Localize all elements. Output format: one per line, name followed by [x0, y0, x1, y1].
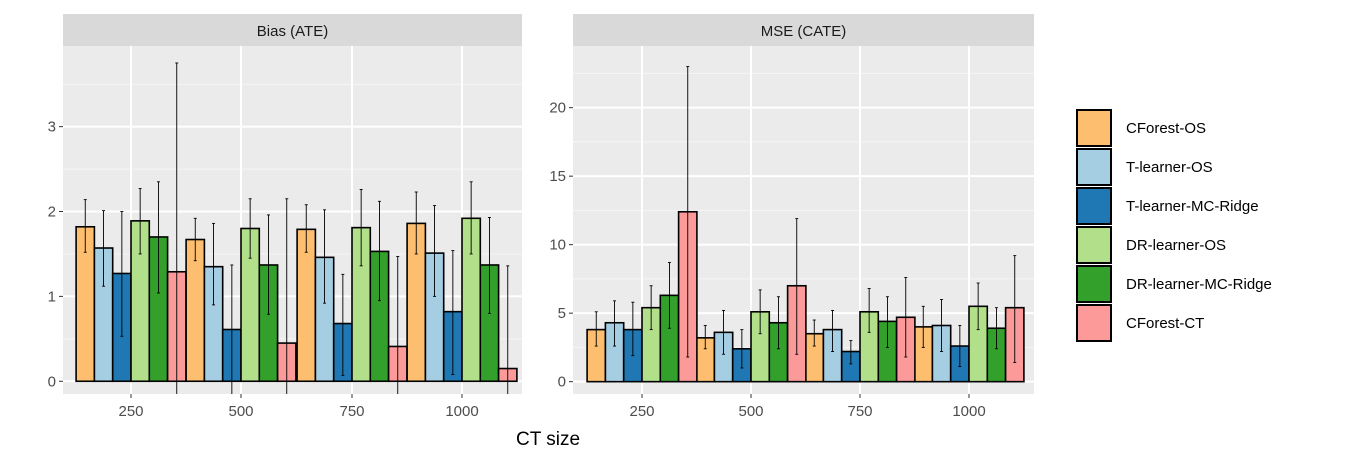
bars-bias — [75, 62, 518, 394]
x-tick-label: 250 — [629, 403, 654, 420]
x-tick-label: 250 — [118, 403, 143, 420]
y-tick-label: 5 — [558, 305, 566, 322]
legend-key-dr-learner-mc-ridge — [1076, 265, 1112, 303]
x-tick-label: 750 — [847, 403, 872, 420]
strip-mse-cate — [573, 14, 1034, 46]
panel-mse-cate: MSE (CATE) 0 5 10 15 20 250 500 750 1000 — [549, 14, 1034, 420]
x-tick-label: 500 — [228, 403, 253, 420]
x-axis-title: CT size — [516, 429, 580, 450]
x-tick-label: 750 — [339, 403, 364, 420]
y-tick-label: 3 — [48, 119, 56, 136]
x-axis-bias: 250 500 750 1000 — [118, 394, 479, 420]
strip-bias-ate — [63, 14, 522, 46]
strip-title-bias-ate: Bias (ATE) — [257, 23, 328, 40]
y-tick-label: 15 — [549, 168, 566, 185]
y-tick-label: 10 — [549, 237, 566, 254]
bars-mse — [586, 66, 1025, 383]
y-tick-label: 0 — [558, 374, 566, 391]
legend-key-cforest-os — [1076, 109, 1112, 147]
strip-title-mse-cate: MSE (CATE) — [761, 23, 847, 40]
x-axis-mse: 250 500 750 1000 — [629, 394, 986, 420]
legend-key-t-learner-mc-ridge — [1076, 187, 1112, 225]
y-axis-bias: 0 1 2 3 — [48, 119, 63, 390]
legend: CForest-OS T-learner-OS T-learner-MC-Ridge… — [1076, 109, 1272, 342]
y-tick-label: 20 — [549, 100, 566, 117]
y-axis-mse: 0 5 10 15 20 — [549, 100, 573, 391]
legend-key-dr-learner-os — [1076, 226, 1112, 264]
x-tick-label: 500 — [738, 403, 763, 420]
legend-label: T-learner-OS — [1126, 159, 1213, 176]
legend-key-t-learner-os — [1076, 148, 1112, 186]
legend-label: CForest-OS — [1126, 120, 1206, 137]
x-tick-label: 1000 — [445, 403, 478, 420]
legend-label: DR-learner-MC-Ridge — [1126, 276, 1272, 293]
x-tick-label: 1000 — [952, 403, 985, 420]
y-tick-label: 2 — [48, 204, 56, 221]
panel-bias-ate: Bias (ATE) 0 1 2 3 250 500 750 1000 — [48, 14, 522, 420]
legend-key-cforest-ct — [1076, 304, 1112, 342]
legend-label: DR-learner-OS — [1126, 237, 1226, 254]
y-tick-label: 0 — [48, 373, 56, 390]
legend-label: T-learner-MC-Ridge — [1126, 198, 1259, 215]
legend-label: CForest-CT — [1126, 315, 1204, 332]
y-tick-label: 1 — [48, 288, 56, 305]
